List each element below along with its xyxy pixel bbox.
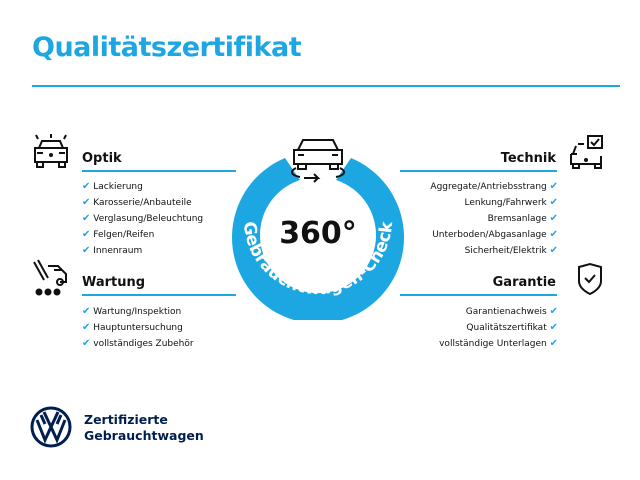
check-icon: ✔ — [549, 213, 558, 224]
logo-line-2: Gebrauchtwagen — [84, 428, 204, 443]
car-rotate-icon — [290, 139, 346, 183]
check-icon: ✔ — [82, 229, 91, 240]
check-icon: ✔ — [549, 322, 558, 333]
list-item: Aggregate/Antriebsstrang ✔ — [430, 181, 558, 192]
check-icon: ✔ — [82, 213, 91, 224]
check-icon: ✔ — [82, 245, 91, 256]
section-title-garantie: Garantie — [492, 275, 556, 290]
check-icon: ✔ — [82, 306, 91, 317]
logo-line-1: Zertifizierte — [84, 412, 168, 427]
car-checkbox-icon — [570, 135, 603, 169]
list-item: ✔ Felgen/Reifen — [82, 229, 155, 240]
list-item: Sicherheit/Elektrik ✔ — [464, 245, 558, 256]
list-item: ✔ Innenraum — [82, 245, 143, 256]
list-item: ✔ Hauptuntersuchung — [82, 322, 183, 333]
badge-ring — [232, 158, 404, 320]
check-icon: ✔ — [82, 322, 91, 333]
title-divider — [32, 85, 620, 87]
technik-list: Aggregate/Antriebsstrang ✔ Lenkung/Fahrw… — [430, 179, 558, 259]
list-item: Unterboden/Abgasanlage ✔ — [432, 229, 558, 240]
optik-list: ✔ Lackierung ✔ Karosserie/Anbauteile ✔ V… — [82, 179, 203, 259]
section-title-optik: Optik — [82, 151, 122, 166]
garantie-divider — [400, 294, 557, 296]
list-item: vollständige Unterlagen ✔ — [439, 338, 558, 349]
technik-divider — [400, 170, 557, 172]
check-icon: ✔ — [549, 245, 558, 256]
vw-logo — [30, 406, 72, 448]
list-item: ✔ Wartung/Inspektion — [82, 306, 182, 317]
list-item: Lenkung/Fahrwerk ✔ — [464, 197, 558, 208]
badge-360: 360° — [279, 216, 357, 251]
service-car-icon — [33, 259, 67, 296]
wartung-list: ✔ Wartung/Inspektion ✔ Hauptuntersuchung… — [82, 304, 194, 352]
wartung-divider — [82, 294, 236, 296]
check-icon: ✔ — [82, 197, 91, 208]
car-lights-icon — [34, 134, 68, 168]
check-icon: ✔ — [549, 306, 558, 317]
section-title-wartung: Wartung — [82, 275, 146, 290]
360-check-badge: Gebrauchtwagen-Check 360° — [232, 139, 404, 320]
list-item: ✔ Karosserie/Anbauteile — [82, 197, 192, 208]
check-icon: ✔ — [82, 338, 91, 349]
list-item: Bremsanlage ✔ — [487, 213, 558, 224]
logo-text: Zertifizierte Gebrauchtwagen — [84, 412, 204, 444]
section-title-technik: Technik — [500, 151, 556, 166]
check-icon: ✔ — [549, 181, 558, 192]
list-item: ✔ Lackierung — [82, 181, 143, 192]
list-item: ✔ vollständiges Zubehör — [82, 338, 194, 349]
optik-divider — [82, 170, 236, 172]
check-icon: ✔ — [549, 197, 558, 208]
list-item: Qualitätszertifikat ✔ — [466, 322, 558, 333]
garantie-list: Garantienachweis ✔ Qualitätszertifikat ✔… — [439, 304, 558, 352]
page-title: Qualitätszertifikat — [32, 32, 302, 63]
check-icon: ✔ — [82, 181, 91, 192]
check-icon: ✔ — [549, 338, 558, 349]
list-item: ✔ Verglasung/Beleuchtung — [82, 213, 204, 224]
shield-check-icon — [578, 262, 602, 296]
check-icon: ✔ — [549, 229, 558, 240]
list-item: Garantienachweis ✔ — [465, 306, 558, 317]
